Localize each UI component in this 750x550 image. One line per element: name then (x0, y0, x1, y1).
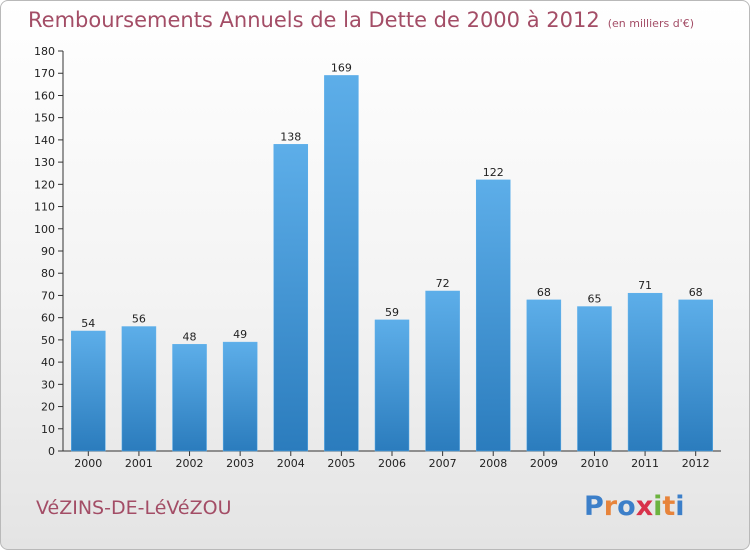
bar (172, 344, 207, 452)
x-tick-label: 2011 (631, 457, 659, 470)
y-tick-label: 150 (34, 112, 55, 125)
x-tick-label: 2001 (125, 457, 153, 470)
x-tick-label: 2005 (327, 457, 355, 470)
x-tick-label: 2009 (530, 457, 558, 470)
bar-value-label: 65 (587, 293, 601, 306)
bar-value-label: 59 (385, 306, 399, 319)
bar (374, 319, 410, 452)
bar-value-label: 49 (233, 328, 247, 341)
commune-name: VéZINS-DE-LéVéZOU (36, 497, 232, 519)
bar (273, 144, 309, 452)
x-tick-label: 2000 (74, 457, 102, 470)
y-tick-label: 40 (41, 356, 55, 369)
y-tick-label: 80 (41, 267, 55, 280)
x-tick-label: 2003 (226, 457, 254, 470)
chart-subtitle: (en milliers d'€) (607, 17, 694, 30)
bar (425, 290, 460, 452)
y-tick-label: 0 (48, 445, 55, 458)
bar-value-label: 56 (132, 313, 146, 326)
bar-value-label: 68 (689, 286, 703, 299)
y-tick-label: 130 (34, 156, 55, 169)
logo-letter: i (653, 491, 663, 522)
bar-value-label: 169 (331, 61, 352, 74)
bar (577, 306, 612, 452)
proxiti-logo[interactable]: Proxiti (584, 491, 685, 522)
bar (526, 299, 562, 452)
x-tick-label: 2007 (429, 457, 457, 470)
bar (121, 326, 157, 452)
bar-value-label: 48 (183, 330, 197, 343)
y-tick-label: 30 (41, 378, 55, 391)
bar-value-label: 68 (537, 286, 551, 299)
logo-letter: x (635, 491, 654, 522)
bar (678, 299, 713, 452)
y-tick-label: 100 (34, 223, 55, 236)
x-tick-label: 2002 (176, 457, 204, 470)
x-tick-label: 2008 (479, 457, 507, 470)
bar (71, 330, 106, 452)
bar (475, 179, 511, 452)
x-tick-label: 2004 (277, 457, 305, 470)
bar-value-label: 71 (638, 279, 652, 292)
bar-value-label: 138 (280, 130, 301, 143)
logo-letter: i (675, 491, 685, 522)
x-tick-label: 2010 (580, 457, 608, 470)
y-tick-label: 180 (34, 45, 55, 58)
y-tick-label: 170 (34, 67, 55, 80)
y-tick-label: 70 (41, 289, 55, 302)
y-tick-label: 160 (34, 89, 55, 102)
bar (627, 292, 663, 452)
y-tick-label: 20 (41, 401, 55, 414)
logo-letter: r (603, 491, 618, 522)
chart-title: Remboursements Annuels de la Dette de 20… (28, 8, 600, 32)
bar (222, 341, 258, 452)
logo-letter: P (584, 491, 604, 522)
y-tick-label: 90 (41, 245, 55, 258)
bar-value-label: 72 (436, 277, 450, 290)
y-tick-label: 140 (34, 134, 55, 147)
logo-letter: o (617, 491, 636, 522)
bar (324, 75, 359, 452)
y-tick-label: 50 (41, 334, 55, 347)
y-tick-label: 110 (34, 201, 55, 214)
bar-value-label: 54 (81, 317, 95, 330)
y-tick-label: 60 (41, 312, 55, 325)
x-tick-label: 2012 (682, 457, 710, 470)
title-row: Remboursements Annuels de la Dette de 20… (28, 8, 694, 32)
x-tick-label: 2006 (378, 457, 406, 470)
y-tick-label: 120 (34, 178, 55, 191)
bar-value-label: 122 (483, 166, 504, 179)
y-tick-label: 10 (41, 423, 55, 436)
logo-letter: t (662, 491, 676, 522)
